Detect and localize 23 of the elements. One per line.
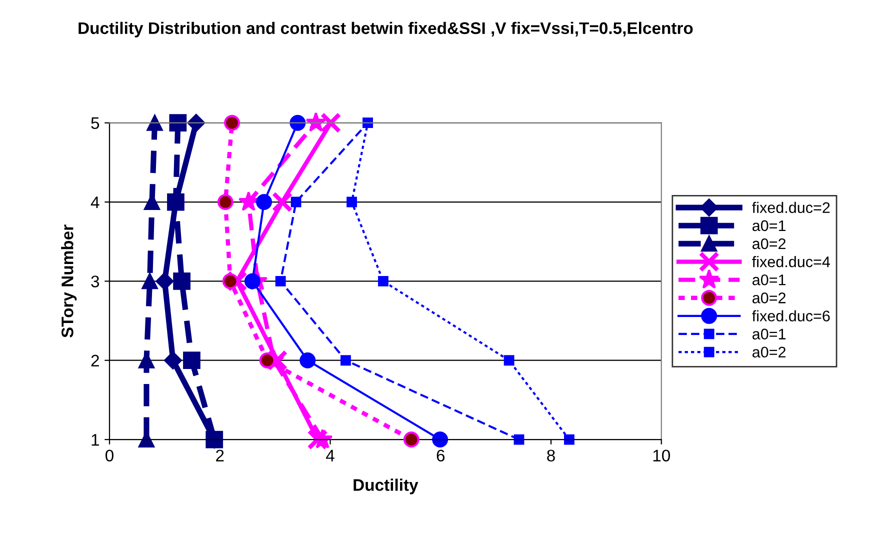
x-tick-label: 0 <box>106 450 114 462</box>
legend-label: a0=2 <box>752 346 786 358</box>
legend-label: fixed.duc=2 <box>752 202 830 214</box>
legend-label: fixed.duc=6 <box>752 310 830 322</box>
y-tick-label: 3 <box>91 276 100 288</box>
legend-label: a0=1 <box>752 274 786 286</box>
x-tick-label: 4 <box>326 450 334 462</box>
y-tick-label: 5 <box>91 117 100 130</box>
legend-label: a0=1 <box>752 220 786 232</box>
y-tick-label: 1 <box>92 434 99 446</box>
x-tick-label: 6 <box>436 450 445 462</box>
y-axis-title: STory Number <box>61 224 77 338</box>
x-tick-label: 10 <box>653 450 670 462</box>
x-tick-label: 8 <box>547 450 555 462</box>
x-tick-label: 2 <box>216 450 224 462</box>
legend-label: fixed.duc=4 <box>752 256 830 268</box>
legend-label: a0=1 <box>752 328 786 340</box>
legend-label: a0=2 <box>752 292 786 304</box>
legend-label: a0=2 <box>752 238 786 250</box>
y-tick-label: 2 <box>91 354 99 366</box>
x-axis-title: Ductility <box>354 478 418 494</box>
y-tick-label: 4 <box>90 196 100 208</box>
chart-title: Ductility Distribution and contrast betwin fixed&SSI ,V fix=Vssi,T=0.5,Elcentro <box>78 22 693 38</box>
